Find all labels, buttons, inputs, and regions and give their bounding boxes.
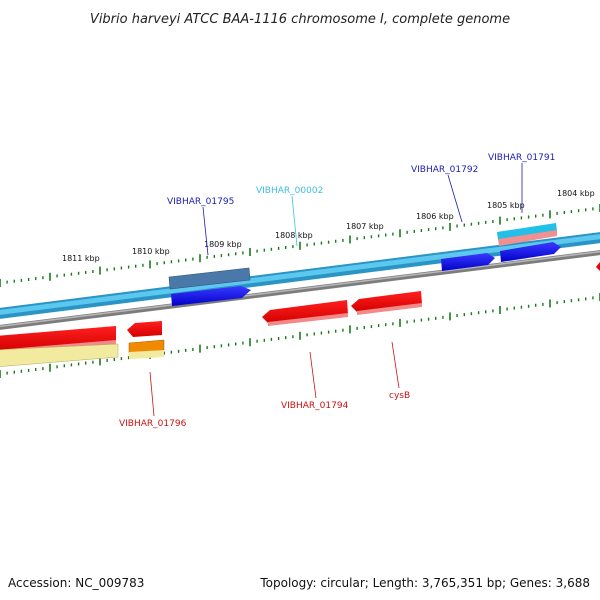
scale-label-1809: 1809 kbp	[204, 240, 242, 249]
scale-label-1804: 1804 kbp	[557, 189, 595, 198]
label-vibhar-01791[interactable]: VIBHAR_01791	[488, 153, 555, 163]
label-vibhar-01795[interactable]: VIBHAR_01795	[167, 197, 234, 207]
forward-strand-backbone-highlight	[0, 234, 600, 315]
rna-gene-vibhar-00002-lower[interactable]	[498, 230, 557, 246]
label-vibhar-01796[interactable]: VIBHAR_01796	[119, 419, 187, 429]
gene-vibhar-01794-shadow[interactable]	[268, 313, 348, 326]
leader-vibhar-01796	[149, 371, 155, 417]
gene-vibhar-01792[interactable]	[441, 253, 495, 271]
leader-cysb	[391, 341, 400, 389]
scale-label-1810: 1810 kbp	[132, 247, 170, 256]
leader-vibhar-01794	[309, 351, 317, 399]
gene-vibhar-01795[interactable]	[171, 286, 251, 306]
gene-vibhar-01794[interactable]	[262, 300, 348, 323]
map-title: Vibrio harveyi ATCC BAA-1116 chromosome …	[90, 12, 510, 27]
label-vibhar-01792[interactable]: VIBHAR_01792	[411, 165, 478, 175]
topology-text: Topology: circular; Length: 3,765,351 bp…	[260, 576, 590, 590]
gene-edge-right[interactable]	[596, 262, 600, 271]
gene-small-red[interactable]	[127, 321, 162, 337]
reverse-strand-backbone-highlight	[0, 250, 600, 328]
leader-vibhar-00002	[291, 195, 298, 247]
scale-label-1805: 1805 kbp	[487, 201, 525, 210]
scale-label-1807: 1807 kbp	[346, 222, 384, 231]
gene-left-yellow[interactable]	[0, 343, 119, 367]
leader-vibhar-01795	[202, 206, 209, 256]
gene-vibhar-01795-outer[interactable]	[168, 267, 251, 290]
gene-vibhar-01791[interactable]	[500, 242, 561, 262]
label-vibhar-01794[interactable]: VIBHAR_01794	[281, 401, 349, 411]
label-vibhar-00002[interactable]: VIBHAR_00002	[256, 186, 323, 196]
scale-label-1808: 1808 kbp	[275, 231, 313, 240]
rna-gene-vibhar-00002[interactable]	[497, 223, 557, 240]
gene-cysb-shadow[interactable]	[357, 303, 422, 315]
reverse-strand-backbone	[0, 250, 600, 330]
label-cysb[interactable]: cysB	[389, 391, 410, 401]
upper-scale-ruler	[0, 204, 600, 287]
gene-cysb[interactable]	[351, 291, 422, 312]
lower-scale-ruler	[0, 293, 600, 378]
accession-text: Accession: NC_009783	[8, 576, 145, 590]
leader-vibhar-01792	[447, 174, 463, 223]
scale-label-1811: 1811 kbp	[62, 254, 100, 263]
gene-small-yellow[interactable]	[129, 350, 164, 359]
gene-vibhar-01796[interactable]	[0, 326, 116, 351]
scale-label-1806: 1806 kbp	[416, 212, 454, 221]
